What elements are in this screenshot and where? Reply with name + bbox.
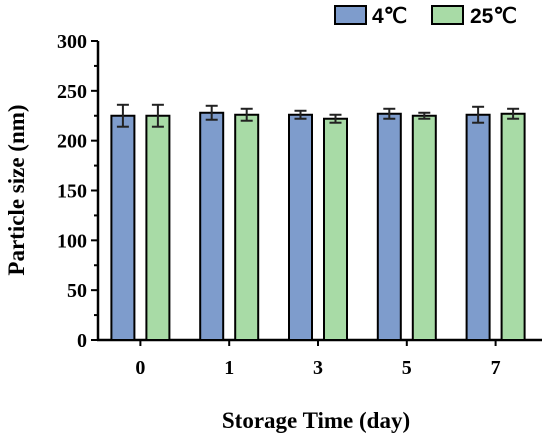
y-tick-label: 150 xyxy=(57,181,87,203)
y-tick-label: 200 xyxy=(57,131,87,153)
x-tick-label: 1 xyxy=(224,357,234,379)
legend-label-4c: 4℃ xyxy=(372,5,407,28)
bar-25c xyxy=(411,114,437,341)
y-tick-label: 100 xyxy=(57,230,87,252)
bar-4c xyxy=(110,114,136,341)
legend-label-25c: 25℃ xyxy=(470,5,517,28)
bar-4c xyxy=(199,111,225,342)
x-tick-label: 0 xyxy=(135,357,145,379)
legend-swatch-25c xyxy=(431,5,464,25)
bar-25c xyxy=(500,112,526,341)
y-tick-label: 0 xyxy=(77,330,87,352)
legend-swatch-4c xyxy=(334,5,367,25)
bar-4c xyxy=(465,113,491,342)
x-tick-label: 3 xyxy=(313,357,323,379)
bar-25c xyxy=(323,117,348,341)
bar-4c xyxy=(376,112,402,341)
x-tick-label: 7 xyxy=(491,357,501,379)
bar-25c xyxy=(145,114,171,341)
legend: 4℃ 25℃ xyxy=(334,5,517,28)
bar-25c xyxy=(234,113,260,342)
y-axis-title: Particle size (nm) xyxy=(4,104,29,275)
x-axis-title: Storage Time (day) xyxy=(222,408,410,433)
x-tick-label: 5 xyxy=(402,357,412,379)
plot-area: 0 50 100 150 200 250 300 0 1 3 5 7 xyxy=(57,31,542,379)
y-tick-label: 300 xyxy=(57,31,87,53)
y-tick-label: 250 xyxy=(57,81,87,103)
bar-4c xyxy=(288,113,313,342)
y-tick-label: 50 xyxy=(67,280,87,302)
